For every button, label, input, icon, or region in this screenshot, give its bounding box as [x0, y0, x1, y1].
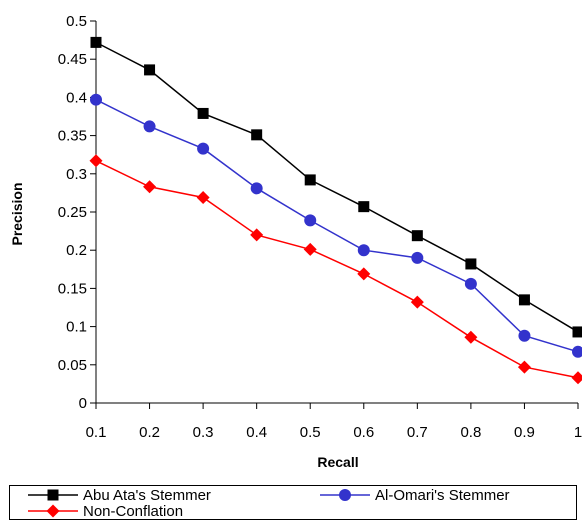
- series-line: [95, 99, 579, 353]
- axes: [95, 21, 578, 404]
- data-point: [90, 36, 102, 48]
- y-tick-label: 0.45: [58, 51, 87, 68]
- x-tick-label: 0.9: [514, 424, 535, 441]
- y-tick-label: 0.3: [66, 166, 87, 183]
- ticks: 0 0.05 0.1 0.15 0.2 0.25 0.3 0.35 0.4 0.45 0.5 0.1 0…: [58, 13, 582, 441]
- legend-item: Abu Ata's Stemmer: [28, 487, 211, 504]
- series-3: [89, 154, 582, 385]
- y-tick-label: 0.1: [66, 319, 87, 336]
- data-point: [465, 258, 477, 270]
- series-line: [95, 160, 579, 379]
- data-point: [304, 214, 317, 227]
- legend-label: Abu Ata's Stemmer: [83, 487, 211, 504]
- legend-item: Al-Omari's Stemmer: [320, 487, 510, 504]
- x-tick-label: 0.1: [86, 424, 107, 441]
- x-tick-label: 0.7: [407, 424, 428, 441]
- y-tick-label: 0.15: [58, 280, 87, 297]
- x-tick-label: 0.6: [353, 424, 374, 441]
- series-1: [90, 36, 582, 338]
- data-point: [464, 330, 478, 344]
- data-point: [518, 294, 530, 306]
- x-tick-label: 0.2: [139, 424, 160, 441]
- data-point: [358, 201, 370, 213]
- y-tick-label: 0.5: [66, 13, 87, 30]
- data-point: [250, 228, 264, 242]
- data-point: [143, 180, 157, 194]
- x-tick-label: 1: [574, 424, 582, 441]
- legend: Abu Ata's Stemmer Al-Omari's Stemmer Non-C…: [9, 485, 577, 520]
- y-tick-label: 0.4: [66, 89, 87, 106]
- legend-label: Non-Conflation: [83, 503, 183, 520]
- data-point: [196, 190, 210, 204]
- y-tick-label: 0.2: [66, 242, 87, 259]
- y-tick-label: 0: [79, 395, 87, 412]
- data-point: [304, 174, 316, 186]
- data-point: [251, 129, 263, 141]
- data-point: [143, 120, 156, 133]
- legend-box: [9, 485, 577, 520]
- legend-marker: [339, 489, 351, 501]
- data-point: [250, 182, 263, 195]
- data-point: [411, 230, 423, 242]
- data-point: [411, 251, 424, 264]
- legend-label: Al-Omari's Stemmer: [375, 487, 510, 504]
- data-point: [197, 142, 210, 155]
- data-point: [410, 295, 424, 309]
- data-point: [464, 277, 477, 290]
- x-tick-label: 0.8: [460, 424, 481, 441]
- legend-marker: [47, 489, 59, 501]
- data-point: [197, 107, 209, 119]
- data-point: [357, 244, 370, 257]
- legend-item: Non-Conflation: [28, 503, 183, 520]
- data-point: [572, 326, 582, 338]
- y-tick-label: 0.35: [58, 128, 87, 145]
- data-point: [518, 329, 531, 342]
- x-tick-label: 0.4: [246, 424, 267, 441]
- series-2: [90, 93, 582, 358]
- data-point: [90, 93, 102, 106]
- y-tick-label: 0.05: [58, 357, 87, 374]
- data-point: [89, 154, 103, 168]
- x-tick-label: 0.5: [300, 424, 321, 441]
- data-point: [572, 345, 582, 358]
- y-tick-label: 0.25: [58, 204, 87, 221]
- data-point: [303, 242, 317, 256]
- data-point: [144, 64, 156, 76]
- data-point: [357, 267, 371, 281]
- x-tick-label: 0.3: [193, 424, 214, 441]
- y-axis-title: Precision: [9, 182, 25, 245]
- data-point: [571, 371, 582, 385]
- x-axis-title: Recall: [317, 454, 358, 470]
- series-line: [95, 41, 579, 333]
- data-point: [517, 360, 531, 374]
- legend-marker: [46, 504, 60, 518]
- series-layer: [89, 36, 582, 385]
